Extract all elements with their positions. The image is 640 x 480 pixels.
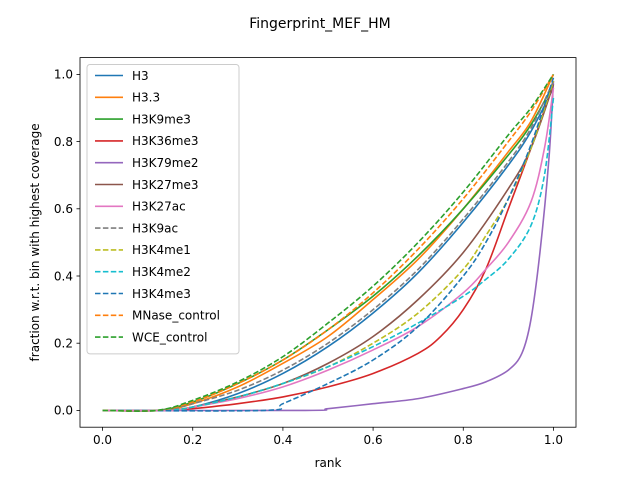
x-tick-label: 0.4 [273,433,292,447]
legend-label: H3 [132,69,149,83]
legend-label: H3K4me3 [132,287,191,301]
legend-box [86,64,240,355]
x-tick-label: 0.6 [364,433,383,447]
legend-label: H3K4me2 [132,265,191,279]
x-tick-label: 0.2 [183,433,202,447]
legend-label: H3K36me3 [132,134,199,148]
series-line-h3k79me2 [102,81,555,412]
series-line-h3k9ac [102,80,555,412]
y-tick-label: 0.0 [54,404,73,418]
legend-label: WCE_control [132,330,207,344]
y-tick-label: 0.4 [54,269,73,283]
series-line-mnase-control [102,73,555,412]
y-axis-label: fraction w.r.t. bin with highest coverag… [28,123,42,361]
y-tick-label: 1.0 [54,68,73,82]
x-tick-label: 1.0 [544,433,563,447]
y-axis: 0.0 0.2 0.4 0.6 0.8 1.0 [54,68,80,418]
y-tick-label: 0.6 [54,202,73,216]
plot-area [79,57,577,428]
series-layer [102,73,555,412]
chart-title: Fingerprint_MEF_HM [249,16,391,32]
legend: H3 H3.3 H3K9me3 H3K36me3 H3K79me2 H3K27me3 H3K… [86,64,240,355]
x-tick-label: 0.0 [93,433,112,447]
series-line-h3k4me2 [102,97,555,412]
legend-label: H3K79me2 [132,156,199,170]
x-axis: 0.0 0.2 0.4 0.6 0.8 1.0 [93,427,563,447]
legend-label: H3.3 [132,91,160,105]
series-line-wce-control [102,73,555,412]
legend-label: H3K27ac [132,200,186,214]
x-axis-label: rank [315,456,342,470]
legend-label: MNase_control [132,309,220,323]
series-line-h3k36me3 [102,84,555,412]
legend-label: H3K4me1 [132,243,191,257]
legend-label: H3K9me3 [132,112,191,126]
y-tick-label: 0.2 [54,337,73,351]
legend-label: H3K27me3 [132,178,199,192]
x-tick-label: 0.8 [454,433,473,447]
y-tick-label: 0.8 [54,135,73,149]
series-line-h3k4me3 [102,77,555,412]
legend-label: H3K9ac [132,221,178,235]
